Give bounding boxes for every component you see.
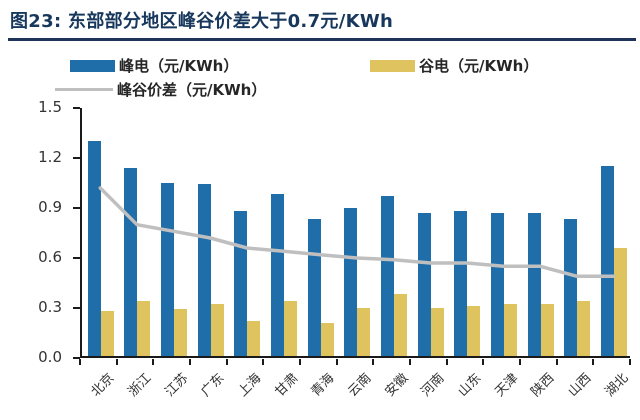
xtick-mark <box>225 359 228 365</box>
bar-peak-甘肃 <box>270 194 284 356</box>
bar-valley-甘肃 <box>283 301 297 356</box>
legend-label-diff: 峰谷价差（元/KWh） <box>117 81 267 99</box>
legend-label-valley: 谷电（元/KWh） <box>419 57 539 75</box>
ytick-mark <box>73 157 80 159</box>
bar-valley-青海 <box>320 322 334 356</box>
xtick-mark <box>445 359 448 365</box>
legend-label-peak: 峰电（元/KWh） <box>119 57 239 75</box>
bar-peak-安徽 <box>380 196 394 356</box>
title-divider <box>8 38 636 41</box>
xtick-mark <box>79 359 81 365</box>
bar-peak-北京 <box>87 141 101 356</box>
xtick-label-山东: 山东 <box>455 370 485 400</box>
plot-area <box>80 108 630 358</box>
xtick-label-上海: 上海 <box>235 370 265 400</box>
bar-valley-上海 <box>247 321 261 356</box>
ytick-label-0.6: 0.6 <box>38 248 62 266</box>
bar-peak-山东 <box>454 211 468 356</box>
xtick-label-北京: 北京 <box>88 370 118 400</box>
xtick-mark <box>409 359 411 365</box>
legend-swatch-peak <box>70 59 115 72</box>
bar-valley-天津 <box>503 304 517 356</box>
ytick-mark <box>73 107 80 109</box>
xtick-mark <box>262 359 265 365</box>
xtick-mark <box>152 359 155 365</box>
bar-valley-山东 <box>467 306 481 356</box>
bar-peak-湖北 <box>600 166 614 356</box>
bar-valley-江苏 <box>173 309 187 356</box>
bar-valley-广东 <box>210 304 224 356</box>
xtick-mark <box>335 359 338 365</box>
legend-item-peak: 峰电（元/KWh） <box>70 55 238 76</box>
xtick-label-安徽: 安徽 <box>382 370 412 400</box>
xtick-label-天津: 天津 <box>492 370 522 400</box>
xtick-label-甘肃: 甘肃 <box>272 370 302 400</box>
bar-peak-天津 <box>490 212 504 356</box>
xtick-label-广东: 广东 <box>198 370 228 400</box>
figure-title: 图23: 东部部分地区峰谷价差大于0.7元/KWh <box>10 11 394 32</box>
legend-item-diff: 峰谷价差（元/KWh） <box>55 79 266 100</box>
bar-peak-广东 <box>197 184 211 356</box>
bar-valley-安徽 <box>393 294 407 356</box>
bar-peak-云南 <box>344 207 358 356</box>
xtick-label-山西: 山西 <box>565 370 595 400</box>
ytick-label-1.2: 1.2 <box>38 148 62 166</box>
ytick-mark <box>73 307 80 309</box>
bar-peak-山西 <box>564 219 578 356</box>
ytick-mark <box>73 257 80 259</box>
xtick-mark <box>372 359 375 365</box>
ytick-label-0.0: 0.0 <box>38 348 62 366</box>
xtick-label-湖北: 湖北 <box>602 370 632 400</box>
legend-swatch-diff-line <box>55 88 113 91</box>
xtick-label-陕西: 陕西 <box>528 370 558 400</box>
legend-swatch-valley <box>370 59 415 72</box>
diff-line-series <box>98 186 616 279</box>
bar-valley-浙江 <box>137 301 151 356</box>
xtick-mark <box>189 359 191 365</box>
legend-item-valley: 谷电（元/KWh） <box>370 55 538 76</box>
xtick-mark <box>115 359 118 365</box>
xtick-label-云南: 云南 <box>345 370 375 400</box>
bar-valley-云南 <box>357 307 371 356</box>
xtick-label-河南: 河南 <box>418 370 448 400</box>
ytick-label-0.9: 0.9 <box>38 198 62 216</box>
xtick-mark <box>519 359 521 365</box>
xtick-label-青海: 青海 <box>308 370 338 400</box>
ytick-label-1.5: 1.5 <box>38 98 62 116</box>
xtick-label-江苏: 江苏 <box>162 370 192 400</box>
bar-valley-陕西 <box>540 304 554 356</box>
xtick-label-浙江: 浙江 <box>125 370 155 400</box>
bar-valley-湖北 <box>613 247 627 356</box>
bar-valley-山西 <box>577 301 591 356</box>
ytick-mark <box>73 207 80 209</box>
ytick-label-0.3: 0.3 <box>38 298 62 316</box>
bar-peak-江苏 <box>160 182 174 356</box>
xtick-mark <box>482 359 485 365</box>
xtick-mark <box>592 359 595 365</box>
bar-peak-河南 <box>417 212 431 356</box>
xtick-mark <box>629 359 631 365</box>
xtick-mark <box>299 359 301 365</box>
bar-valley-河南 <box>430 307 444 356</box>
bar-peak-陕西 <box>527 212 541 356</box>
xtick-mark <box>555 359 558 365</box>
ytick-mark <box>73 357 80 359</box>
bar-valley-北京 <box>100 311 114 356</box>
